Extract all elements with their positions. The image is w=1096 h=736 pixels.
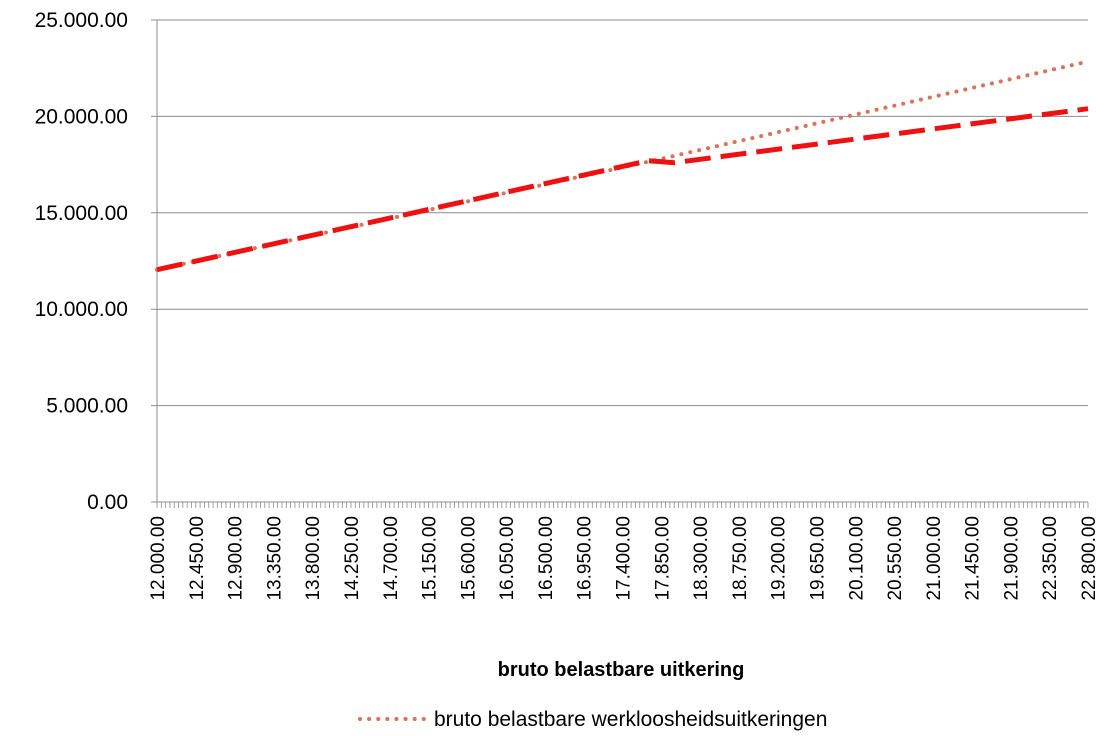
x-tick-label: 21.450.00 <box>963 516 984 601</box>
x-tick-label: 17.850.00 <box>652 516 673 601</box>
x-tick-label: 17.400.00 <box>614 516 635 601</box>
x-tick-label: 15.600.00 <box>458 516 479 601</box>
x-tick-label: 18.300.00 <box>691 516 712 601</box>
series-line-dotted <box>155 59 1090 272</box>
x-tick-label: 12.000.00 <box>148 516 169 601</box>
x-tick-label: 22.800.00 <box>1079 516 1096 601</box>
y-tick-label: 15.000.00 <box>35 202 128 225</box>
x-tick-label: 20.100.00 <box>846 516 867 601</box>
x-tick-label: 19.650.00 <box>807 516 828 601</box>
gridlines <box>151 19 1088 407</box>
x-tick-label: 16.950.00 <box>575 516 596 601</box>
y-tick-label: 5.000.00 <box>46 395 128 418</box>
y-tick-label: 20.000.00 <box>35 105 128 128</box>
legend: bruto belastbare werkloosheidsuitkeringe… <box>358 708 827 731</box>
x-tick-label: 22.350.00 <box>1040 516 1061 601</box>
x-tick-label: 14.250.00 <box>342 516 363 601</box>
x-tick-label: 21.900.00 <box>1001 516 1022 601</box>
x-tick-label: 20.550.00 <box>885 516 906 601</box>
x-tick-label: 13.350.00 <box>264 516 285 601</box>
x-tick-label: 12.900.00 <box>226 516 247 601</box>
x-tick-label: 16.500.00 <box>536 516 557 601</box>
x-tick-label: 21.000.00 <box>924 516 945 601</box>
x-tick-label: 16.050.00 <box>497 516 518 601</box>
series-line-dashed <box>156 106 1089 273</box>
y-tick-label: 10.000.00 <box>35 298 128 321</box>
x-tick-label: 12.450.00 <box>187 516 208 601</box>
series-lines <box>155 59 1090 273</box>
y-tick-labels: 0.00 5.000.00 10.000.00 15.000.00 20.000.00 2… <box>35 9 128 514</box>
y-tick-label: 0.00 <box>87 491 128 514</box>
x-axis-label: bruto belastbare uitkering <box>498 659 745 681</box>
x-tick-label: 14.700.00 <box>381 516 402 601</box>
x-tick-labels: 12.000.00 12.450.00 12.900.00 13.350.00 13.8… <box>148 516 1096 601</box>
x-tick-label: 19.200.00 <box>769 516 790 601</box>
y-tick-label: 25.000.00 <box>35 9 128 32</box>
axes <box>151 20 1089 508</box>
x-tick-label: 15.150.00 <box>420 516 441 601</box>
legend-label: bruto belastbare werkloosheidsuitkeringe… <box>434 708 827 731</box>
x-tick-label: 13.800.00 <box>303 516 324 601</box>
x-tick-label: 18.750.00 <box>730 516 751 601</box>
